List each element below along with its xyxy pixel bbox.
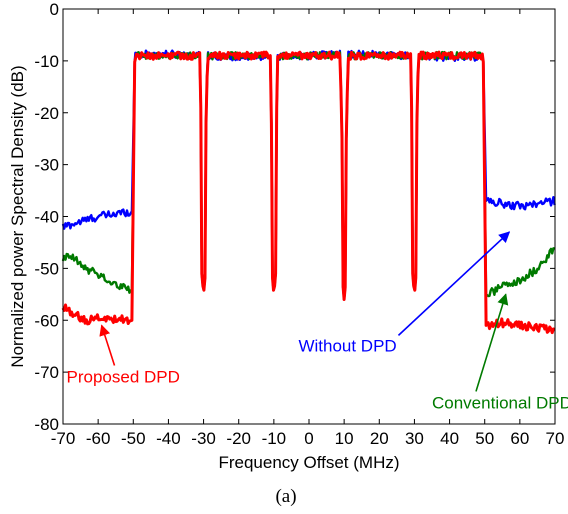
plot-frame: [62, 8, 556, 425]
series-layer: [61, 49, 556, 335]
annotation-label: Without DPD: [298, 336, 396, 355]
annotation-arrow: [475, 293, 509, 392]
series-line-without: [61, 49, 556, 301]
x-tick-label: -50: [121, 429, 146, 448]
annotations-layer: Without DPD Proposed DPD Conventional DPD: [67, 231, 568, 412]
x-tick-label: -40: [156, 429, 181, 448]
x-tick-label: -60: [86, 429, 111, 448]
figure-caption: (a): [275, 486, 296, 507]
x-tick-label: 10: [335, 429, 354, 448]
y-tick-label: -50: [34, 259, 59, 278]
ticks-layer: -70 -60 -50 -40 -30 -20 -10 0 10 20 30 40 50 60 70 0 -10…: [34, 0, 564, 448]
y-tick-label: -80: [34, 415, 59, 434]
series-line-conventional: [61, 50, 555, 301]
x-tick-label: 70: [546, 429, 565, 448]
y-tick-label: -60: [34, 311, 59, 330]
x-tick-label: 60: [510, 429, 529, 448]
x-tick-label: -30: [191, 429, 216, 448]
annotation-label: Conventional DPD: [432, 393, 568, 412]
annotation-label: Proposed DPD: [67, 368, 180, 387]
y-tick-label: 0: [50, 0, 59, 19]
x-tick-label: 0: [304, 429, 313, 448]
y-tick-label: -30: [34, 156, 59, 175]
y-tick-label: -70: [34, 363, 59, 382]
x-axis-label: Frequency Offset (MHz): [218, 453, 399, 472]
x-tick-label: -70: [51, 429, 76, 448]
series-line-proposed: [61, 50, 555, 335]
annotation-arrow: [99, 324, 116, 366]
y-tick-label: -20: [34, 104, 59, 123]
y-tick-label: -10: [34, 52, 59, 71]
x-tick-label: 50: [475, 429, 494, 448]
x-tick-label: -10: [262, 429, 287, 448]
annotation-arrow: [397, 231, 511, 336]
x-tick-label: 20: [370, 429, 389, 448]
x-tick-label: 30: [405, 429, 424, 448]
y-axis-label: Normalized power Spectral Density (dB): [8, 65, 27, 367]
x-tick-label: -20: [226, 429, 251, 448]
x-tick-label: 40: [440, 429, 459, 448]
y-tick-label: -40: [34, 208, 59, 227]
